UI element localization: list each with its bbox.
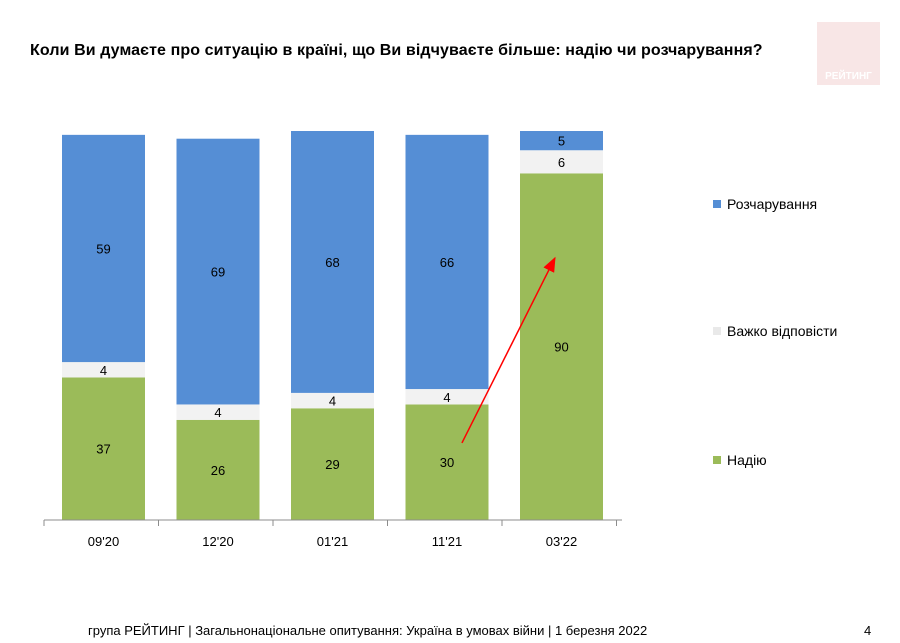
x-tick-label: 01'21: [317, 534, 348, 549]
x-tick-label: 11'21: [432, 534, 462, 549]
page-number: 4: [864, 623, 872, 638]
bar-disappointment: [291, 131, 374, 393]
data-label-hope: 29: [325, 457, 339, 472]
bar-hope: [520, 173, 603, 520]
bar-hard-to-say: [62, 362, 145, 378]
legend-swatch: [713, 200, 721, 208]
x-tick-label: 12'20: [202, 534, 233, 549]
x-tick-label: 09'20: [88, 534, 119, 549]
data-label-hope: 90: [554, 340, 568, 355]
data-label-hard-to-say: 4: [443, 390, 450, 405]
rating-logo: РЕЙТИНГ: [817, 22, 880, 85]
legend-item-disappointment: Розчарування: [713, 196, 817, 212]
data-label-hard-to-say: 6: [558, 155, 565, 170]
data-label-disappointment: 66: [440, 255, 454, 270]
data-label-hard-to-say: 4: [214, 405, 221, 420]
footer-source: група РЕЙТИНГ | Загальнонаціональне опит…: [88, 623, 648, 638]
bar-hard-to-say: [405, 389, 489, 405]
bar-hard-to-say: [520, 150, 603, 174]
data-label-disappointment: 5: [558, 134, 565, 149]
data-label-hope: 30: [440, 455, 454, 470]
bar-hope: [176, 419, 260, 520]
legend-swatch: [713, 456, 721, 464]
data-label-disappointment: 59: [96, 241, 110, 256]
bar-disappointment: [62, 134, 145, 363]
bar-hope: [291, 408, 374, 520]
legend-label: Надію: [727, 452, 767, 468]
legend-label: Важко відповісти: [727, 323, 838, 339]
x-tick-label: 03'22: [546, 534, 577, 549]
data-label-hard-to-say: 4: [100, 363, 107, 378]
legend-label: Розчарування: [727, 196, 818, 212]
bar-hard-to-say: [176, 404, 260, 420]
bar-hard-to-say: [291, 392, 374, 409]
legend-item-hard-to-say: Важко відповісти: [713, 323, 837, 339]
page-title: Коли Ви думаєте про ситуацію в країні, щ…: [30, 42, 763, 59]
legend-swatch: [713, 327, 721, 335]
bar-hope: [405, 404, 489, 520]
stacked-bar-chart: 37 4 59 09'20 26 4 69 12'20 29 4 68 01'21 30 4 66 11'21…: [43, 131, 622, 549]
logo-text: РЕЙТИНГ: [825, 71, 872, 82]
data-label-hope: 37: [96, 442, 110, 457]
data-label-hope: 26: [211, 463, 225, 478]
data-label-disappointment: 69: [211, 265, 225, 280]
bar-disappointment: [520, 131, 603, 151]
legend-item-hope: Надію: [713, 452, 767, 468]
data-label-disappointment: 68: [325, 255, 339, 270]
bar-hope: [62, 377, 145, 520]
bar-disappointment: [405, 134, 489, 390]
data-label-hard-to-say: 4: [329, 394, 336, 409]
trend-arrow: [461, 256, 556, 444]
bar-disappointment: [176, 138, 260, 405]
